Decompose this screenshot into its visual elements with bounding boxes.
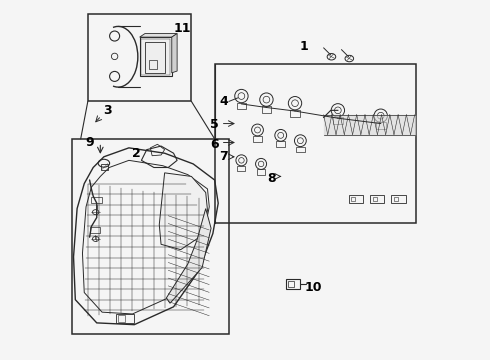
Text: 7: 7 [219,150,228,163]
Bar [333,117,343,124]
Bar [290,110,300,117]
Text: 8: 8 [268,172,276,185]
Text: 2: 2 [132,147,141,160]
Text: 11: 11 [174,22,191,35]
Bar [286,279,300,289]
Bar [372,197,377,202]
Polygon shape [172,33,177,73]
Bar [348,195,363,203]
Polygon shape [140,33,177,37]
Bar [253,136,262,142]
Bar [237,103,246,109]
Bar [145,42,165,73]
Polygon shape [167,208,211,303]
Bar [376,122,386,129]
Bar [296,147,305,153]
Bar [92,197,102,203]
Polygon shape [159,173,207,249]
Bar [101,163,108,170]
Text: 6: 6 [210,138,219,151]
Bar [238,166,245,171]
Bar [90,227,100,233]
Bar [118,315,124,322]
Bar [215,64,416,223]
Bar [370,195,384,203]
Bar [262,106,271,113]
Bar [140,37,172,76]
Bar [257,170,265,175]
Bar [88,14,192,102]
Text: 1: 1 [299,40,308,53]
Bar [72,139,229,334]
Bar [142,39,170,75]
Bar [392,195,406,203]
Text: 3: 3 [103,104,112,117]
Text: 9: 9 [85,136,94,149]
Bar [288,281,294,287]
Text: 4: 4 [219,95,228,108]
Bar [394,197,398,202]
Text: 10: 10 [304,281,321,294]
Bar [117,314,134,323]
Bar [351,197,355,202]
Bar [148,60,157,68]
Text: 5: 5 [210,118,219,131]
Bar [276,141,285,147]
